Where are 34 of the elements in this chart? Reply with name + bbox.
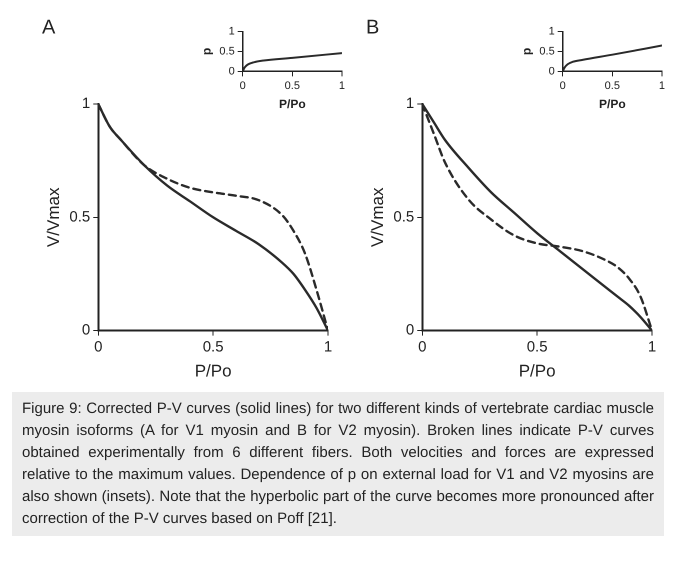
caption: Figure 9: Corrected P-V curves (solid lines) for two different kinds of vertebrate cardiac muscle myosin isoforms (A for V1 myosin and B for V2 myosin). Broken lines indicate P-V curves obtained experimentally from 6 different fibers. Both velocities and forces are expressed relative to the maximum values. Dependence of p on external load for V1 and V2 myosins are also shown (insets). Note that the hyperbolic part of the curve becomes more pronounced after correction of the P-V curves based on Poff [21]. [12, 392, 664, 536]
x-tick-label: 0.5 [604, 80, 620, 92]
x-tick-label: 0 [560, 80, 566, 92]
x-tick-label: 0.5 [284, 80, 300, 92]
y-axis-title: p [520, 48, 534, 56]
y-tick-label: 0.5 [69, 208, 90, 226]
x-tick-label: 0 [240, 80, 246, 92]
chart-title: B [366, 16, 380, 39]
x-tick-label: 1 [658, 80, 666, 92]
y-tick-label: 1 [82, 95, 90, 112]
y-tick-label: 0.5 [393, 208, 414, 226]
chart-title: A [42, 16, 56, 39]
x-tick-label: 1 [648, 338, 656, 356]
x-tick-label: 1 [324, 338, 332, 356]
x-tick-label: 1 [338, 80, 346, 92]
x-tick-label: 0 [94, 338, 102, 356]
x-tick-label: 0.5 [202, 338, 224, 356]
y-tick-label: 0.5 [219, 46, 235, 58]
y-tick-label: 0 [548, 65, 555, 78]
x-axis-title: P/Po [278, 97, 306, 112]
y-tick-label: 0.5 [539, 46, 555, 58]
x-axis-title: P/Po [518, 361, 556, 380]
y-axis-title: V/Vmax [368, 187, 387, 248]
y-tick-label: 0 [82, 322, 90, 339]
x-axis-title: P/Po [194, 361, 232, 380]
y-tick-label: 0 [228, 65, 235, 78]
x-tick-label: 0 [418, 338, 426, 356]
y-tick-label: 1 [406, 95, 414, 112]
x-axis-title: P/Po [598, 97, 626, 112]
y-axis-title: p [200, 48, 214, 56]
y-axis-title: V/Vmax [44, 187, 63, 248]
y-tick-label: 0 [406, 322, 414, 339]
y-tick-label: 1 [548, 26, 555, 38]
y-tick-label: 1 [228, 26, 235, 38]
